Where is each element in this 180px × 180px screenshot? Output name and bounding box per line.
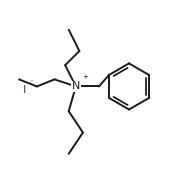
Text: ⁻: ⁻ [30,79,34,85]
Text: N: N [72,82,80,91]
Text: I: I [23,85,26,95]
Text: +: + [83,74,89,80]
